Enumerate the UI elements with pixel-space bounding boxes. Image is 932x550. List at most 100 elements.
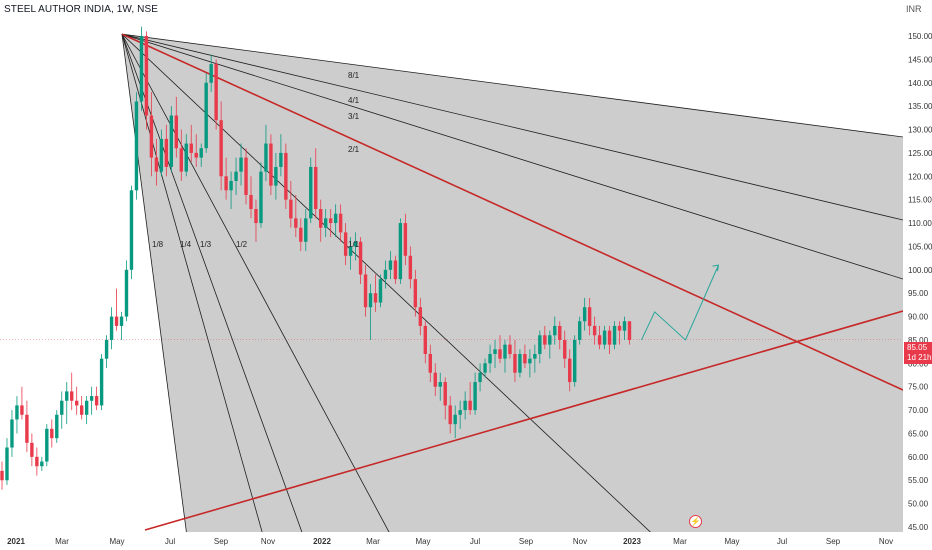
candle-body xyxy=(328,218,333,224)
x-tick-label: Mar xyxy=(55,537,69,546)
candle-body xyxy=(204,82,208,149)
candle-body xyxy=(84,400,89,415)
fan-labels: 8/1 4/1 3/1 2/1 1/1 1/2 1/3 1/4 1/8 xyxy=(152,71,360,249)
y-tick-label: 55.00 xyxy=(908,476,929,485)
candle-body xyxy=(582,307,587,322)
candle-body xyxy=(448,405,452,425)
candle-body xyxy=(25,414,29,443)
candle-body xyxy=(418,307,423,326)
y-tick-label: 65.00 xyxy=(908,429,929,438)
candle-body xyxy=(358,241,363,275)
candle-body xyxy=(353,241,358,247)
candle-body xyxy=(568,358,572,383)
candle-body xyxy=(403,223,408,256)
y-tick-label: 140.00 xyxy=(908,79,932,88)
candle-body xyxy=(503,344,507,359)
candle-body xyxy=(319,209,323,228)
candle-body xyxy=(289,199,293,219)
candle-body xyxy=(264,143,268,172)
candle-body xyxy=(597,335,602,345)
y-tick-label: 125.00 xyxy=(908,149,932,158)
candle-body xyxy=(284,152,288,200)
candle-body xyxy=(383,269,388,280)
candle-body xyxy=(498,349,502,359)
candle-body xyxy=(209,64,213,83)
candle-body xyxy=(75,400,79,406)
candle-body xyxy=(239,157,243,172)
candle-body xyxy=(234,171,238,181)
candle-body xyxy=(15,405,19,420)
candle-body xyxy=(154,157,159,172)
candle-body xyxy=(259,171,263,224)
candle-body xyxy=(458,410,462,415)
candle-body xyxy=(70,391,74,401)
x-tick-label: Jul xyxy=(165,537,175,546)
x-tick-label: Mar xyxy=(673,537,687,546)
y-tick-label: 90.00 xyxy=(908,313,929,322)
candle-body xyxy=(169,115,174,167)
candle-body xyxy=(274,166,278,186)
y-tick-label: 75.00 xyxy=(908,383,929,392)
candle-body xyxy=(602,330,607,345)
candle-body xyxy=(119,316,124,326)
y-tick-label: 145.00 xyxy=(908,55,932,64)
projection-path xyxy=(641,264,719,341)
lightning-icon[interactable]: ⚡ xyxy=(689,515,702,528)
candle-body xyxy=(423,325,427,354)
fan-area xyxy=(122,34,903,532)
candle-body xyxy=(0,470,4,481)
candle-body xyxy=(129,190,134,270)
gann-fan[interactable] xyxy=(0,33,903,550)
candles xyxy=(0,26,632,490)
candle-body xyxy=(453,414,457,425)
candle-body xyxy=(199,148,203,158)
x-tick-label: Sep xyxy=(214,537,229,546)
fan-label: 1/2 xyxy=(236,240,248,249)
candle-body xyxy=(55,414,59,439)
candle-body xyxy=(134,101,139,191)
candle-body xyxy=(508,344,512,354)
fan-line xyxy=(121,33,303,532)
trendlines[interactable] xyxy=(144,264,903,531)
fan-label: 1/1 xyxy=(348,240,360,249)
y-tick-label: 95.00 xyxy=(908,289,929,298)
y-tick-label: 45.00 xyxy=(908,523,929,532)
candle-body xyxy=(388,260,393,270)
candle-body xyxy=(279,152,283,167)
x-tick-label: Nov xyxy=(573,537,587,546)
candle-body xyxy=(373,293,378,303)
candle-body xyxy=(378,279,383,303)
candle-body xyxy=(463,400,467,411)
y-tick-label: 100.00 xyxy=(908,266,932,275)
candle-body xyxy=(523,353,527,364)
candle-body xyxy=(548,335,552,345)
candle-body xyxy=(558,325,562,340)
candle-body xyxy=(30,442,34,457)
y-tick-label: 150.00 xyxy=(908,32,932,41)
candle-body xyxy=(104,339,109,359)
candle-body xyxy=(622,321,627,331)
candle-body xyxy=(528,358,532,364)
x-tick-label: Sep xyxy=(826,537,841,546)
x-tick-label: Jul xyxy=(777,537,787,546)
candle-body xyxy=(249,194,253,210)
candle-body xyxy=(612,325,617,345)
fan-label: 8/1 xyxy=(348,71,360,80)
support-trendline xyxy=(144,310,903,531)
candle-body xyxy=(224,176,228,191)
candle-body xyxy=(483,363,487,373)
candle-body xyxy=(65,391,69,401)
y-tick-label: 70.00 xyxy=(908,406,929,415)
candle-body xyxy=(368,293,373,308)
candle-body xyxy=(627,321,632,340)
candle-body xyxy=(363,274,368,308)
candle-body xyxy=(587,307,592,326)
candle-body xyxy=(219,120,223,177)
candle-body xyxy=(428,353,432,373)
candle-body xyxy=(592,325,597,336)
last-price-value: 85.05 xyxy=(907,343,928,352)
candle-body xyxy=(338,213,343,233)
candle-body xyxy=(518,353,522,373)
